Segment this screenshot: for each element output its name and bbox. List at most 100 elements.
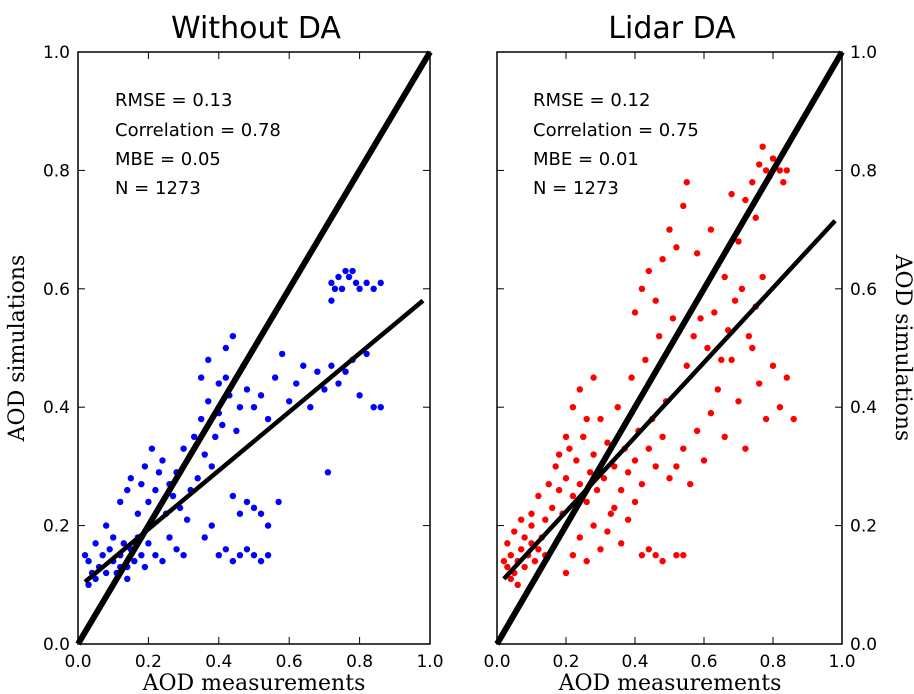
y-tick-label-4: 0.8: [43, 161, 70, 181]
data-point-71: [243, 498, 251, 506]
data-point-30: [569, 492, 577, 500]
data-point-28: [562, 475, 570, 482]
x-tick-label-1: 0.2: [135, 652, 162, 672]
data-point-107: [331, 285, 339, 292]
y-tick-label-4: 0.8: [850, 161, 877, 181]
data-point-69: [229, 492, 237, 500]
data-point-33: [134, 510, 142, 517]
stat-mbe: MBE = 0.05: [115, 149, 221, 170]
data-point-9: [531, 557, 539, 565]
data-point-43: [614, 404, 621, 411]
one-to-one-line: [494, 50, 845, 646]
data-point-102: [690, 332, 697, 340]
axis-ticks: 0.0 0.2 0.4 0.6 0.8 1.00.00.20.40.60.81.0: [483, 43, 877, 672]
data-point-31: [124, 486, 131, 494]
data-point-21: [535, 492, 542, 500]
data-point-137: [728, 190, 735, 198]
data-point-29: [566, 445, 573, 452]
x-tick-label-3: 0.6: [276, 652, 303, 672]
regression-line: [83, 298, 425, 584]
data-point-20: [528, 510, 535, 517]
data-point-101: [683, 362, 690, 369]
data-point-103: [377, 404, 384, 411]
data-point-36: [590, 451, 597, 458]
data-point-80: [250, 552, 258, 559]
data-point-83: [201, 534, 208, 541]
y-tick-label-2: 0.4: [850, 398, 877, 418]
data-point-22: [173, 546, 180, 553]
data-point-60: [562, 569, 570, 577]
data-point-26: [110, 534, 117, 541]
data-point-64: [590, 522, 597, 529]
data-point-90: [721, 433, 728, 440]
data-point-26: [555, 486, 563, 494]
data-point-40: [604, 439, 611, 446]
data-point-114: [363, 279, 370, 287]
stat-correlation: Correlation = 0.78: [115, 120, 281, 141]
y-tick-label-5: 1.0: [850, 43, 877, 63]
data-point-84: [680, 445, 687, 452]
data-point-19: [152, 552, 159, 559]
data-point-95: [321, 386, 328, 393]
data-point-63: [583, 557, 590, 565]
x-tick-label-4: 0.8: [759, 652, 786, 672]
data-point-38: [152, 486, 159, 494]
data-point-11: [120, 540, 127, 547]
data-point-50: [194, 475, 201, 482]
data-point-130: [762, 167, 770, 174]
stats-annotation: RMSE = 0.13 Correlation = 0.78 MBE = 0.0…: [115, 90, 281, 199]
data-point-132: [769, 155, 777, 162]
data-point-23: [180, 552, 187, 559]
data-point-20: [159, 557, 166, 565]
data-point-62: [576, 534, 583, 541]
chart-title: Without DA: [171, 11, 341, 46]
data-point-49: [190, 433, 198, 440]
data-point-100: [790, 415, 797, 423]
data-point-76: [222, 546, 230, 553]
data-point-81: [257, 557, 265, 565]
data-point-128: [756, 161, 763, 168]
data-point-105: [324, 469, 332, 476]
x-tick-label-1: 0.2: [552, 652, 579, 672]
data-point-25: [552, 463, 559, 470]
data-point-52: [201, 451, 208, 458]
data-point-92: [300, 362, 307, 369]
data-point-0: [500, 557, 508, 565]
data-point-44: [618, 486, 625, 494]
data-point-75: [215, 552, 222, 559]
data-point-34: [583, 498, 590, 506]
data-point-47: [628, 374, 635, 381]
chart-title: Lidar DA: [608, 11, 736, 46]
plot-frame: [77, 51, 431, 645]
data-point-39: [600, 475, 608, 482]
data-point-56: [659, 433, 666, 440]
data-point-6: [102, 569, 110, 577]
data-point-116: [652, 297, 659, 304]
plot-area: [75, 50, 433, 646]
data-point-5: [517, 546, 525, 553]
data-point-124: [721, 273, 728, 281]
data-point-43: [169, 492, 177, 500]
data-point-51: [642, 356, 649, 364]
data-point-23: [545, 480, 552, 488]
data-point-73: [652, 552, 659, 559]
data-point-59: [669, 315, 677, 322]
x-tick-label-5: 1.0: [828, 652, 855, 672]
data-point-31: [573, 457, 580, 464]
regression-line: [502, 219, 837, 581]
chart-without-da: Without DA RMSE = 0.13 Correlation = 0.7…: [5, 11, 444, 694]
data-point-69: [624, 516, 632, 523]
data-point-114: [638, 285, 646, 292]
data-point-68: [618, 540, 625, 547]
data-point-34: [138, 480, 145, 488]
data-point-86: [257, 392, 265, 399]
data-point-71: [638, 552, 646, 559]
data-point-61: [569, 552, 577, 559]
data-point-32: [576, 480, 583, 488]
data-point-116: [377, 279, 384, 287]
data-point-112: [759, 273, 766, 281]
stat-rmse: RMSE = 0.13: [115, 90, 232, 111]
data-point-81: [583, 415, 590, 423]
data-point-68: [222, 374, 230, 381]
stat-rmse: RMSE = 0.12: [533, 90, 650, 111]
